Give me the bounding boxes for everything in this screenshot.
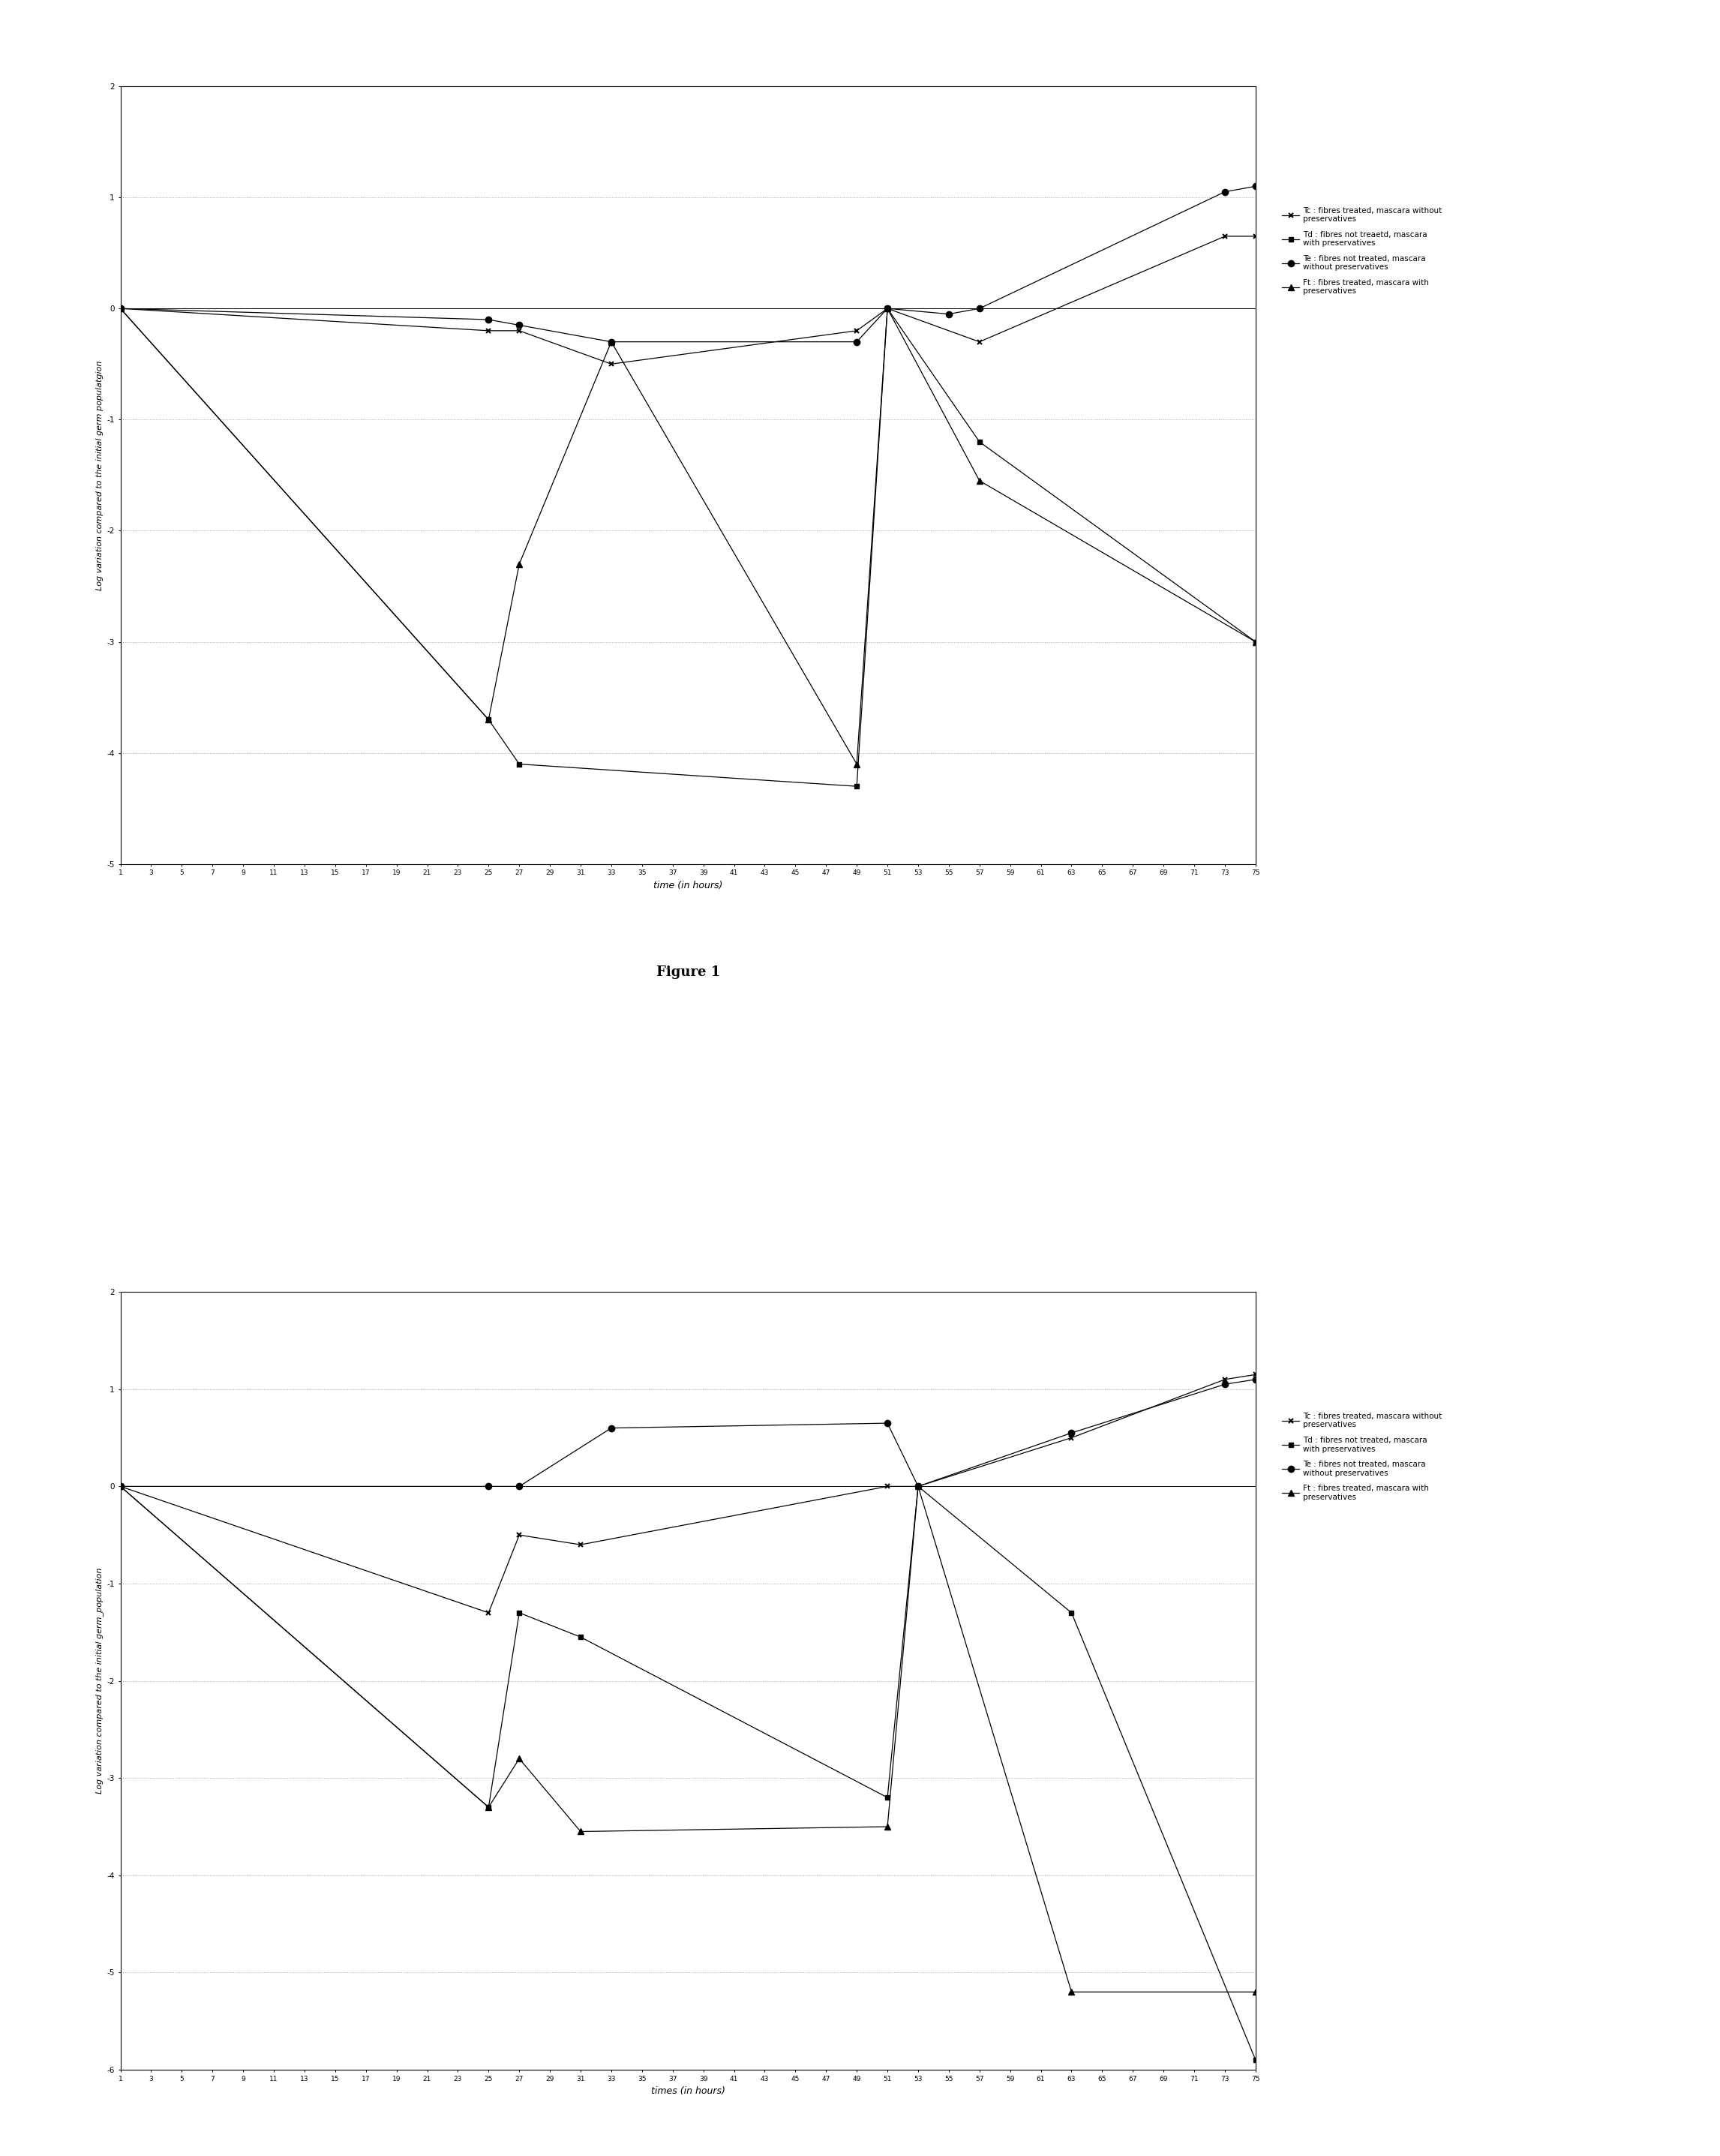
Tc : fibres treated, mascara without
preservatives: (49, -0.2): fibres treated, mascara without preserva…: [846, 317, 867, 343]
Te : fibres not treated, mascara
without preservatives: (1, 0): fibres not treated, mascara without pres…: [110, 1473, 131, 1498]
Line: Te : fibres not treated, mascara
without preservatives: Te : fibres not treated, mascara without…: [117, 1376, 1259, 1490]
Te : fibres not treated, mascara
without preservatives: (1, 0): fibres not treated, mascara without pres…: [110, 295, 131, 321]
Ft : fibres treated, mascara with
preservatives: (75, -3): fibres treated, mascara with preservativ…: [1245, 630, 1266, 655]
Ft : fibres treated, mascara with
preservatives: (1, 0): fibres treated, mascara with preservativ…: [110, 1473, 131, 1498]
Line: Tc : fibres treated, mascara without
preservatives: Tc : fibres treated, mascara without pre…: [117, 1371, 1259, 1615]
Tc : fibres treated, mascara without
preservatives: (73, 1.1): fibres treated, mascara without preserva…: [1214, 1367, 1235, 1393]
Td : fibres not treated, mascara
with preservatives: (1, 0): fibres not treated, mascara with preserv…: [110, 1473, 131, 1498]
Ft : fibres treated, mascara with
preservatives: (63, -5.2): fibres treated, mascara with preservativ…: [1061, 1979, 1082, 2005]
Td : fibres not treated, mascara
with preservatives: (63, -1.3): fibres not treated, mascara with preserv…: [1061, 1600, 1082, 1626]
Te : fibres not treated, mascara
without preservatives: (75, 1.1): fibres not treated, mascara without pres…: [1245, 172, 1266, 198]
Tc : fibres treated, mascara without
preservatives: (63, 0.5): fibres treated, mascara without preserva…: [1061, 1425, 1082, 1451]
Te : fibres not treated, mascara
without preservatives: (75, 1.1): fibres not treated, mascara without pres…: [1245, 1367, 1266, 1393]
Tc : fibres treated, mascara without
preservatives: (73, 0.65): fibres treated, mascara without preserva…: [1214, 224, 1235, 250]
Tc : fibres treated, mascara without
preservatives: (53, 0): fibres treated, mascara without preserva…: [908, 1473, 929, 1498]
Ft : fibres treated, mascara with
preservatives: (75, -5.2): fibres treated, mascara with preservativ…: [1245, 1979, 1266, 2005]
Ft : fibres treated, mascara with
preservatives: (57, -1.55): fibres treated, mascara with preservativ…: [968, 468, 989, 494]
Td : fibres not treaetd, mascara
with preservatives: (75, -3): fibres not treaetd, mascara with preserv…: [1245, 630, 1266, 655]
Te : fibres not treated, mascara
without preservatives: (51, 0): fibres not treated, mascara without pres…: [877, 295, 898, 321]
Te : fibres not treated, mascara
without preservatives: (73, 1.05): fibres not treated, mascara without pres…: [1214, 1371, 1235, 1397]
Td : fibres not treated, mascara
with preservatives: (53, 0): fibres not treated, mascara with preserv…: [908, 1473, 929, 1498]
Te : fibres not treated, mascara
without preservatives: (27, 0): fibres not treated, mascara without pres…: [509, 1473, 530, 1498]
Td : fibres not treaetd, mascara
with preservatives: (49, -4.3): fibres not treaetd, mascara with preserv…: [846, 774, 867, 800]
Line: Ft : fibres treated, mascara with
preservatives: Ft : fibres treated, mascara with preser…: [117, 1483, 1259, 1994]
Te : fibres not treated, mascara
without preservatives: (27, -0.15): fibres not treated, mascara without pres…: [509, 313, 530, 338]
Ft : fibres treated, mascara with
preservatives: (25, -3.3): fibres treated, mascara with preservativ…: [478, 1794, 499, 1820]
Tc : fibres treated, mascara without
preservatives: (75, 1.15): fibres treated, mascara without preserva…: [1245, 1363, 1266, 1388]
Ft : fibres treated, mascara with
preservatives: (25, -3.7): fibres treated, mascara with preservativ…: [478, 707, 499, 733]
Ft : fibres treated, mascara with
preservatives: (49, -4.1): fibres treated, mascara with preservativ…: [846, 750, 867, 776]
Line: Td : fibres not treaetd, mascara
with preservatives: Td : fibres not treaetd, mascara with pr…: [117, 306, 1259, 789]
X-axis label: time (in hours): time (in hours): [654, 882, 722, 890]
Te : fibres not treated, mascara
without preservatives: (55, -0.05): fibres not treated, mascara without pres…: [939, 302, 960, 328]
Ft : fibres treated, mascara with
preservatives: (51, -3.5): fibres treated, mascara with preservativ…: [877, 1813, 898, 1839]
Tc : fibres treated, mascara without
preservatives: (31, -0.6): fibres treated, mascara without preserva…: [571, 1531, 592, 1557]
Tc : fibres treated, mascara without
preservatives: (25, -1.3): fibres treated, mascara without preserva…: [478, 1600, 499, 1626]
Td : fibres not treaetd, mascara
with preservatives: (27, -4.1): fibres not treaetd, mascara with preserv…: [509, 750, 530, 776]
Tc : fibres treated, mascara without
preservatives: (27, -0.2): fibres treated, mascara without preserva…: [509, 317, 530, 343]
Td : fibres not treated, mascara
with preservatives: (75, -5.9): fibres not treated, mascara with preserv…: [1245, 2046, 1266, 2072]
Legend: Tc : fibres treated, mascara without
preservatives, Td : fibres not treated, mas: Tc : fibres treated, mascara without pre…: [1281, 1412, 1443, 1501]
Ft : fibres treated, mascara with
preservatives: (27, -2.3): fibres treated, mascara with preservativ…: [509, 552, 530, 578]
Te : fibres not treated, mascara
without preservatives: (73, 1.05): fibres not treated, mascara without pres…: [1214, 179, 1235, 205]
Te : fibres not treated, mascara
without preservatives: (57, 0): fibres not treated, mascara without pres…: [968, 295, 989, 321]
Ft : fibres treated, mascara with
preservatives: (53, 0): fibres treated, mascara with preservativ…: [908, 1473, 929, 1498]
Te : fibres not treated, mascara
without preservatives: (51, 0.65): fibres not treated, mascara without pres…: [877, 1410, 898, 1436]
Ft : fibres treated, mascara with
preservatives: (27, -2.8): fibres treated, mascara with preservativ…: [509, 1746, 530, 1772]
Ft : fibres treated, mascara with
preservatives: (1, 0): fibres treated, mascara with preservativ…: [110, 295, 131, 321]
Tc : fibres treated, mascara without
preservatives: (57, -0.3): fibres treated, mascara without preserva…: [968, 330, 989, 356]
Tc : fibres treated, mascara without
preservatives: (51, 0): fibres treated, mascara without preserva…: [877, 295, 898, 321]
Td : fibres not treated, mascara
with preservatives: (51, -3.2): fibres not treated, mascara with preserv…: [877, 1785, 898, 1811]
Te : fibres not treated, mascara
without preservatives: (33, 0.6): fibres not treated, mascara without pres…: [600, 1414, 621, 1440]
Tc : fibres treated, mascara without
preservatives: (1, 0): fibres treated, mascara without preserva…: [110, 1473, 131, 1498]
Ft : fibres treated, mascara with
preservatives: (31, -3.55): fibres treated, mascara with preservativ…: [571, 1820, 592, 1846]
Td : fibres not treaetd, mascara
with preservatives: (57, -1.2): fibres not treaetd, mascara with preserv…: [968, 429, 989, 455]
Text: Figure 1: Figure 1: [655, 966, 721, 979]
Line: Tc : fibres treated, mascara without
preservatives: Tc : fibres treated, mascara without pre…: [117, 233, 1259, 367]
Y-axis label: Log variation compared to the initial germ populatgion: Log variation compared to the initial ge…: [96, 360, 103, 591]
Ft : fibres treated, mascara with
preservatives: (51, 0): fibres treated, mascara with preservativ…: [877, 295, 898, 321]
Td : fibres not treated, mascara
with preservatives: (31, -1.55): fibres not treated, mascara with preserv…: [571, 1623, 592, 1649]
Te : fibres not treated, mascara
without preservatives: (63, 0.55): fibres not treated, mascara without pres…: [1061, 1421, 1082, 1447]
Legend: Tc : fibres treated, mascara without
preservatives, Td : fibres not treaetd, mas: Tc : fibres treated, mascara without pre…: [1281, 207, 1443, 295]
Tc : fibres treated, mascara without
preservatives: (1, 0): fibres treated, mascara without preserva…: [110, 295, 131, 321]
Ft : fibres treated, mascara with
preservatives: (33, -0.3): fibres treated, mascara with preservativ…: [600, 330, 621, 356]
Td : fibres not treated, mascara
with preservatives: (27, -1.3): fibres not treated, mascara with preserv…: [509, 1600, 530, 1626]
Y-axis label: Log variation compared to the initial germ_population: Log variation compared to the initial ge…: [96, 1567, 103, 1794]
Te : fibres not treated, mascara
without preservatives: (49, -0.3): fibres not treated, mascara without pres…: [846, 330, 867, 356]
Tc : fibres treated, mascara without
preservatives: (33, -0.5): fibres treated, mascara without preserva…: [600, 351, 621, 377]
Tc : fibres treated, mascara without
preservatives: (25, -0.2): fibres treated, mascara without preserva…: [478, 317, 499, 343]
Tc : fibres treated, mascara without
preservatives: (75, 0.65): fibres treated, mascara without preserva…: [1245, 224, 1266, 250]
Te : fibres not treated, mascara
without preservatives: (25, -0.1): fibres not treated, mascara without pres…: [478, 306, 499, 332]
Td : fibres not treated, mascara
with preservatives: (25, -3.3): fibres not treated, mascara with preserv…: [478, 1794, 499, 1820]
Te : fibres not treated, mascara
without preservatives: (53, 0): fibres not treated, mascara without pres…: [908, 1473, 929, 1498]
Td : fibres not treaetd, mascara
with preservatives: (51, 0): fibres not treaetd, mascara with preserv…: [877, 295, 898, 321]
Te : fibres not treated, mascara
without preservatives: (25, 0): fibres not treated, mascara without pres…: [478, 1473, 499, 1498]
Tc : fibres treated, mascara without
preservatives: (51, 0): fibres treated, mascara without preserva…: [877, 1473, 898, 1498]
Td : fibres not treaetd, mascara
with preservatives: (1, 0): fibres not treaetd, mascara with preserv…: [110, 295, 131, 321]
X-axis label: times (in hours): times (in hours): [650, 2087, 726, 2096]
Tc : fibres treated, mascara without
preservatives: (27, -0.5): fibres treated, mascara without preserva…: [509, 1522, 530, 1548]
Td : fibres not treaetd, mascara
with preservatives: (25, -3.7): fibres not treaetd, mascara with preserv…: [478, 707, 499, 733]
Line: Te : fibres not treated, mascara
without preservatives: Te : fibres not treated, mascara without…: [117, 183, 1259, 345]
Line: Ft : fibres treated, mascara with
preservatives: Ft : fibres treated, mascara with preser…: [117, 306, 1259, 768]
Line: Td : fibres not treated, mascara
with preservatives: Td : fibres not treated, mascara with pr…: [117, 1483, 1259, 2063]
Te : fibres not treated, mascara
without preservatives: (33, -0.3): fibres not treated, mascara without pres…: [600, 330, 621, 356]
